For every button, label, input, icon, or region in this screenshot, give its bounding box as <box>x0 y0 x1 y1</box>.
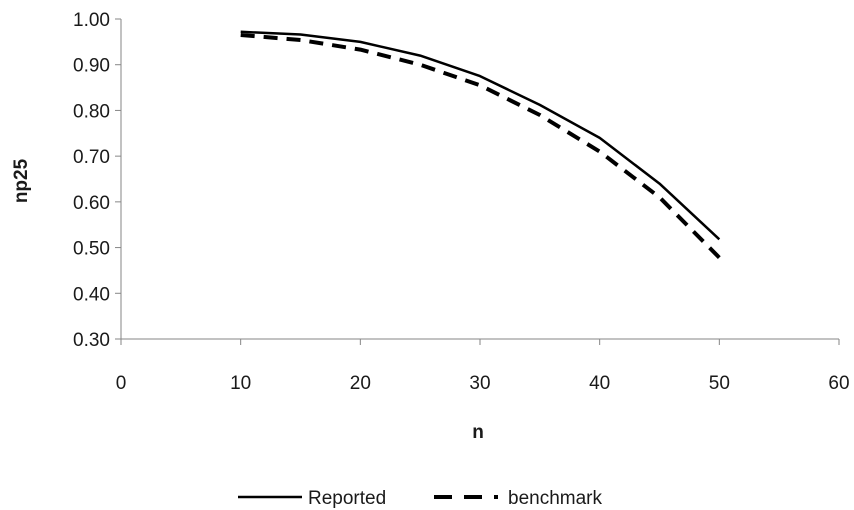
legend-label-benchmark: benchmark <box>508 488 602 509</box>
legend: Reported benchmark <box>238 488 602 509</box>
x-tick-label: 20 <box>350 373 371 394</box>
x-axis-title: n <box>472 422 484 443</box>
y-tick-label: 0.70 <box>73 147 110 168</box>
y-axis-title: np25 <box>11 158 32 203</box>
y-tick-label: 0.30 <box>73 330 110 351</box>
x-tick-label: 0 <box>116 373 127 394</box>
y-tick-label: 0.40 <box>73 284 110 305</box>
x-axis: 0 10 20 30 40 50 60 <box>116 338 850 394</box>
x-tick-label: 50 <box>709 373 730 394</box>
y-tick-label: 0.50 <box>73 239 110 260</box>
y-tick-label: 0.80 <box>73 101 110 122</box>
x-tick-label: 30 <box>469 373 490 394</box>
y-axis: 0.30 0.40 0.50 0.60 0.70 0.80 0.90 1.00 <box>73 10 122 351</box>
series-layer <box>240 30 721 260</box>
y-tick-label: 1.00 <box>73 10 110 31</box>
y-tick-label: 0.90 <box>73 56 110 77</box>
x-tick-label: 10 <box>230 373 251 394</box>
x-tick-label: 60 <box>828 373 849 394</box>
x-tick-label: 40 <box>589 373 610 394</box>
series-line-benchmark <box>240 33 721 260</box>
series-line-reported <box>240 30 721 241</box>
y-tick-label: 0.60 <box>73 193 110 214</box>
legend-label-reported: Reported <box>308 488 386 509</box>
